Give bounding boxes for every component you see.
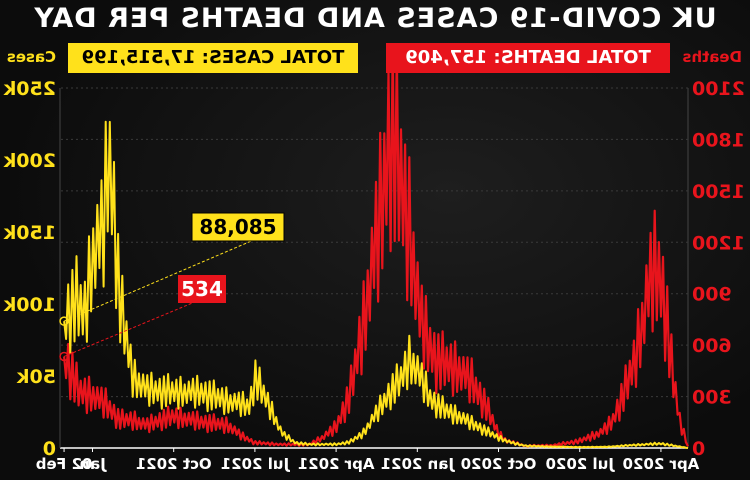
cases-callout-value: 88,085: [199, 215, 276, 239]
deaths-tick-label: 300: [692, 387, 732, 409]
date-tick-label: Jan: [79, 455, 106, 473]
deaths-tick-label: 1500: [692, 181, 745, 203]
deaths-latest-point: [59, 351, 69, 362]
deaths-axis-ticks: 0 300 600 900 1200 1500 1800 2100: [692, 78, 745, 460]
date-tick-label: 02 Feb: [35, 455, 92, 473]
cases-axis-ticks: 0 50k 100k 150k 200k 250k: [3, 78, 56, 460]
cases-tick-label: 0: [43, 438, 56, 460]
date-tick-label: Apr 2020: [623, 455, 700, 473]
date-tick-label: Jan 2021: [381, 455, 455, 473]
deaths-callout-box: [178, 275, 226, 303]
series-layer: [59, 43, 689, 449]
cases-tick-label: 50k: [17, 366, 56, 388]
callouts: 88,085 534: [63, 212, 285, 357]
cases-tick-label: 200k: [3, 150, 56, 172]
cases-latest-point: [59, 316, 69, 326]
date-tick-label: Oct 2020: [461, 455, 537, 473]
date-tick-label: Oct 2021: [136, 455, 212, 473]
deaths-tick-label: 2100: [692, 78, 745, 100]
cases-callout: 88,085: [63, 212, 285, 322]
deaths-callout-value: 534: [181, 277, 223, 301]
deaths-callout: 534: [63, 275, 227, 357]
deaths-tick-label: 900: [692, 284, 732, 306]
date-tick-label: Jul 2020: [546, 455, 615, 473]
date-tick-label: Jul 2021: [221, 455, 290, 473]
deaths-tick-label: 600: [692, 335, 732, 357]
cases-tick-label: 100k: [3, 294, 56, 316]
deaths-tick-label: 1800: [692, 129, 745, 151]
cases-tick-label: 250k: [3, 78, 56, 100]
deaths-series-line: [63, 43, 689, 448]
date-axis-ticks: Apr 2020 Jul 2020 Oct 2020 Jan 2021 Apr 2021…: [35, 448, 699, 473]
deaths-tick-label: 1200: [692, 232, 745, 254]
cases-callout-box: [191, 212, 285, 242]
date-tick-label: Apr 2021: [298, 455, 375, 473]
deaths-tick-label: 0: [692, 438, 705, 460]
cases-series-line: [63, 120, 689, 449]
cases-tick-label: 150k: [3, 222, 56, 244]
